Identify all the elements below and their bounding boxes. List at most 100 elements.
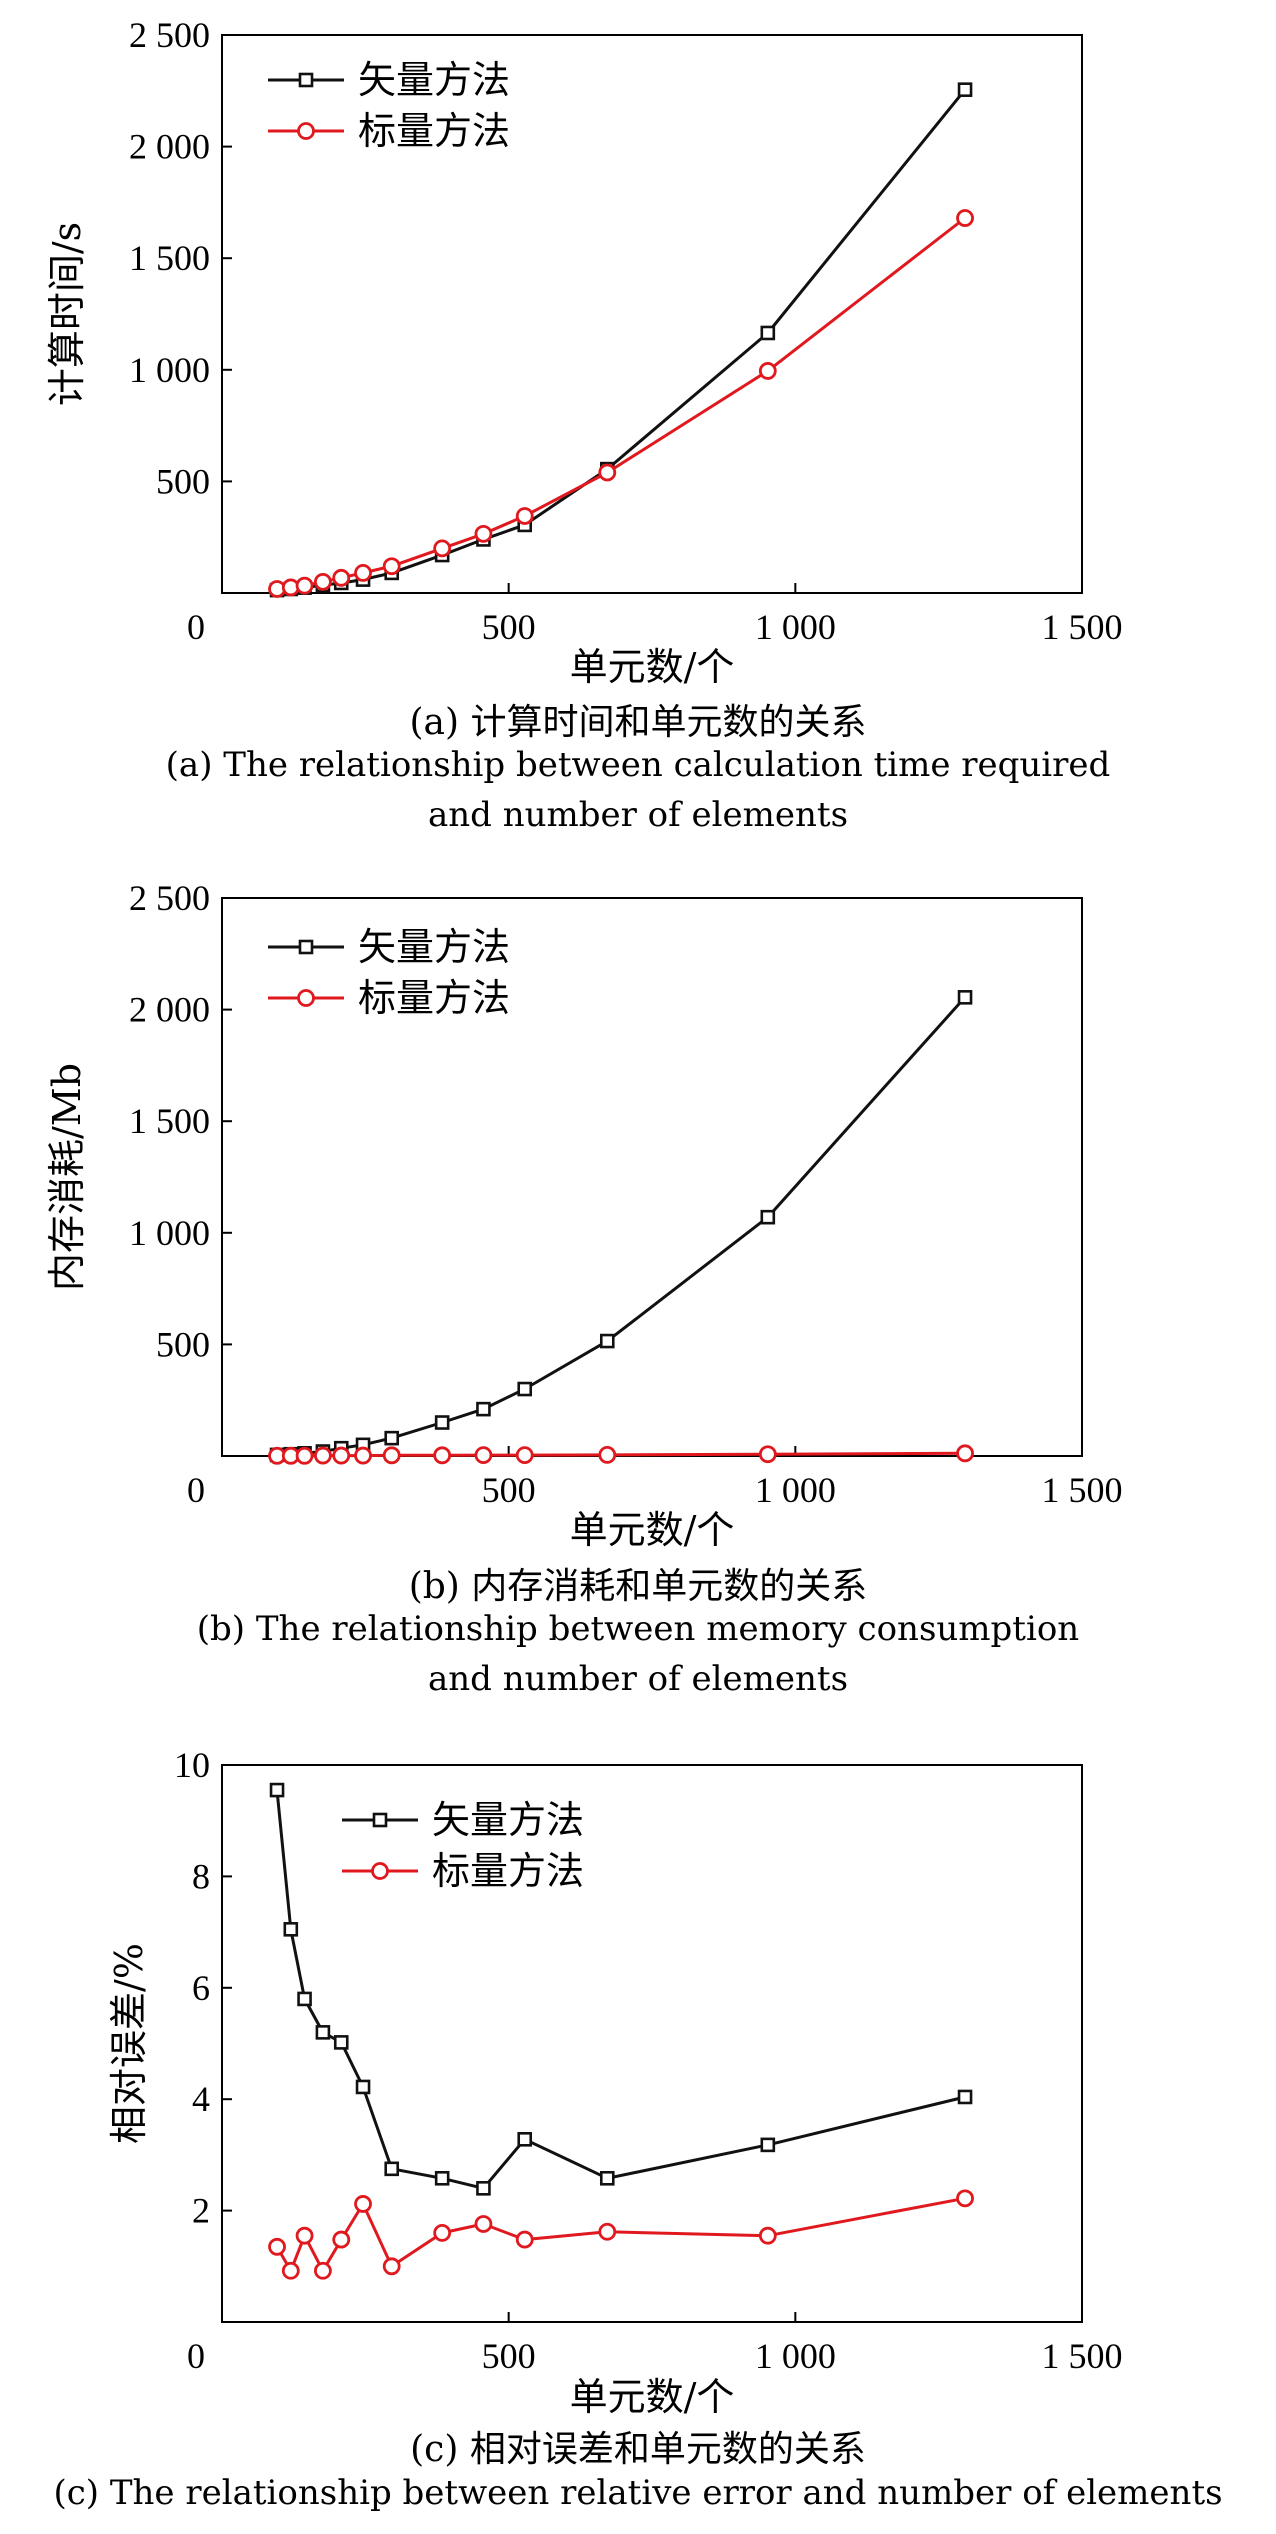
data-point-c-scalar — [314, 2261, 332, 2280]
data-point-b-scalar — [332, 1446, 351, 1465]
data-point-c-vector — [269, 1782, 285, 1798]
data-point-b-vector — [384, 1430, 400, 1446]
data-point-a-vector — [957, 82, 973, 97]
data-point-c-scalar — [515, 2230, 534, 2249]
data-point-b-vector — [957, 990, 973, 1005]
y-axis-title-c: 相对误差/% — [107, 1943, 151, 2144]
data-point-b-scalar — [354, 1446, 372, 1465]
data-point-c-vector — [297, 1991, 312, 2007]
x-tick-label-a: 500 — [482, 607, 536, 647]
data-point-c-vector — [283, 1922, 299, 1937]
data-point-c-vector — [957, 2089, 973, 2105]
caption-c-cn: (c) 相对误差和单元数的关系 — [410, 2429, 866, 2470]
series-line-c-vector — [275, 1789, 966, 2190]
data-point-b-vector — [599, 1333, 615, 1349]
data-point-c-vector — [315, 2025, 331, 2040]
caption-a-cn: (a) 计算时间和单元数的关系 — [409, 702, 867, 743]
data-point-c-vector — [434, 2170, 450, 2186]
legend-marker-b-1 — [297, 989, 315, 1007]
x-tick-label-a: 1 000 — [755, 607, 836, 647]
y-tick-label-a: 2 000 — [129, 127, 210, 167]
caption-b-en-line2: and number of elements — [427, 1659, 849, 1699]
data-point-c-vector — [517, 2132, 533, 2147]
data-point-c-vector — [760, 2137, 776, 2153]
data-point-b-scalar — [758, 1445, 777, 1464]
data-point-a-scalar — [433, 539, 452, 558]
data-point-b-scalar — [382, 1446, 401, 1465]
legend-label-b-0: 矢量方法 — [358, 925, 510, 969]
legend-marker-c-0 — [372, 1812, 388, 1828]
data-point-a-scalar — [295, 576, 314, 595]
x-axis-title-c: 单元数/个 — [570, 2375, 735, 2419]
data-point-b-scalar — [433, 1446, 452, 1465]
y-tick-label-b: 500 — [156, 1324, 210, 1364]
data-point-b-vector — [434, 1415, 450, 1430]
data-point-a-scalar — [758, 362, 777, 380]
data-point-c-scalar — [295, 2226, 314, 2245]
x-tick-label-c: 500 — [482, 2336, 536, 2376]
series-line-a-scalar — [276, 216, 966, 591]
data-point-c-scalar — [281, 2261, 300, 2280]
x-tick-label-b: 500 — [482, 1470, 536, 1510]
series-line-a-vector — [276, 88, 967, 592]
caption-a-en-line2: and number of elements — [427, 795, 849, 835]
data-point-c-vector — [333, 2035, 349, 2050]
legend-marker-b-0 — [298, 939, 314, 955]
y-axis-title-a: 计算时间/s — [45, 222, 89, 406]
y-tick-label-b: 2 500 — [129, 878, 210, 918]
data-point-c-scalar — [268, 2237, 286, 2256]
data-point-a-scalar — [314, 572, 332, 591]
legend-label-a-0: 矢量方法 — [358, 58, 510, 102]
data-point-a-scalar — [382, 557, 401, 576]
y-tick-label-c: 4 — [192, 2079, 210, 2119]
series-line-b-vector — [276, 996, 967, 1457]
data-point-a-scalar — [598, 463, 617, 482]
data-point-a-scalar — [956, 209, 974, 227]
x-tick-label-c: 1 000 — [755, 2336, 836, 2376]
data-point-c-vector — [355, 2079, 371, 2095]
data-point-c-vector — [476, 2181, 491, 2196]
x-tick-label-c: 0 — [187, 2336, 205, 2376]
series-line-c-scalar — [275, 2196, 966, 2273]
data-point-b-scalar — [956, 1444, 974, 1463]
y-tick-label-a: 1 000 — [129, 350, 210, 390]
y-tick-label-a: 2 500 — [129, 15, 210, 55]
legend-label-c-1: 标量方法 — [432, 1849, 584, 1893]
data-point-b-scalar — [598, 1445, 617, 1464]
data-point-c-scalar — [956, 2189, 974, 2208]
y-tick-label-c: 10 — [174, 1745, 210, 1785]
legend-marker-c-1 — [371, 1862, 389, 1880]
x-tick-label-b: 1 000 — [755, 1470, 836, 1510]
y-tick-label-b: 1 500 — [129, 1101, 210, 1141]
data-point-c-scalar — [354, 2195, 372, 2213]
legend-label-c-0: 矢量方法 — [432, 1798, 584, 1842]
x-tick-label-b: 0 — [187, 1470, 205, 1510]
data-point-b-vector — [476, 1401, 491, 1417]
data-point-b-scalar — [474, 1446, 493, 1465]
data-point-c-scalar — [758, 2226, 777, 2245]
caption-b-cn: (b) 内存消耗和单元数的关系 — [408, 1566, 868, 1607]
caption-a-en-line1: (a) The relationship between calculation… — [165, 745, 1111, 785]
x-tick-label-a: 0 — [187, 607, 205, 647]
y-tick-label-b: 1 000 — [129, 1213, 210, 1253]
data-point-a-scalar — [354, 564, 372, 582]
data-point-c-vector — [384, 2161, 400, 2177]
x-axis-title-b: 单元数/个 — [570, 1508, 735, 1552]
data-point-c-vector — [599, 2170, 615, 2186]
caption-c-en-line1: (c) The relationship between relative er… — [53, 2473, 1223, 2513]
data-point-b-scalar — [314, 1446, 332, 1465]
x-tick-label-b: 1 500 — [1042, 1470, 1123, 1510]
plot-frame-c — [221, 1764, 1083, 2323]
data-point-c-scalar — [474, 2215, 493, 2233]
data-point-b-scalar — [515, 1446, 534, 1465]
data-point-c-scalar — [382, 2257, 401, 2276]
data-point-b-vector — [517, 1381, 533, 1397]
plot-frame-a — [221, 34, 1083, 594]
data-point-b-vector — [760, 1209, 776, 1225]
x-axis-title-a: 单元数/个 — [570, 645, 735, 689]
legend-marker-a-1 — [297, 122, 315, 140]
data-point-a-scalar — [332, 568, 351, 587]
y-tick-label-c: 8 — [192, 1856, 210, 1896]
